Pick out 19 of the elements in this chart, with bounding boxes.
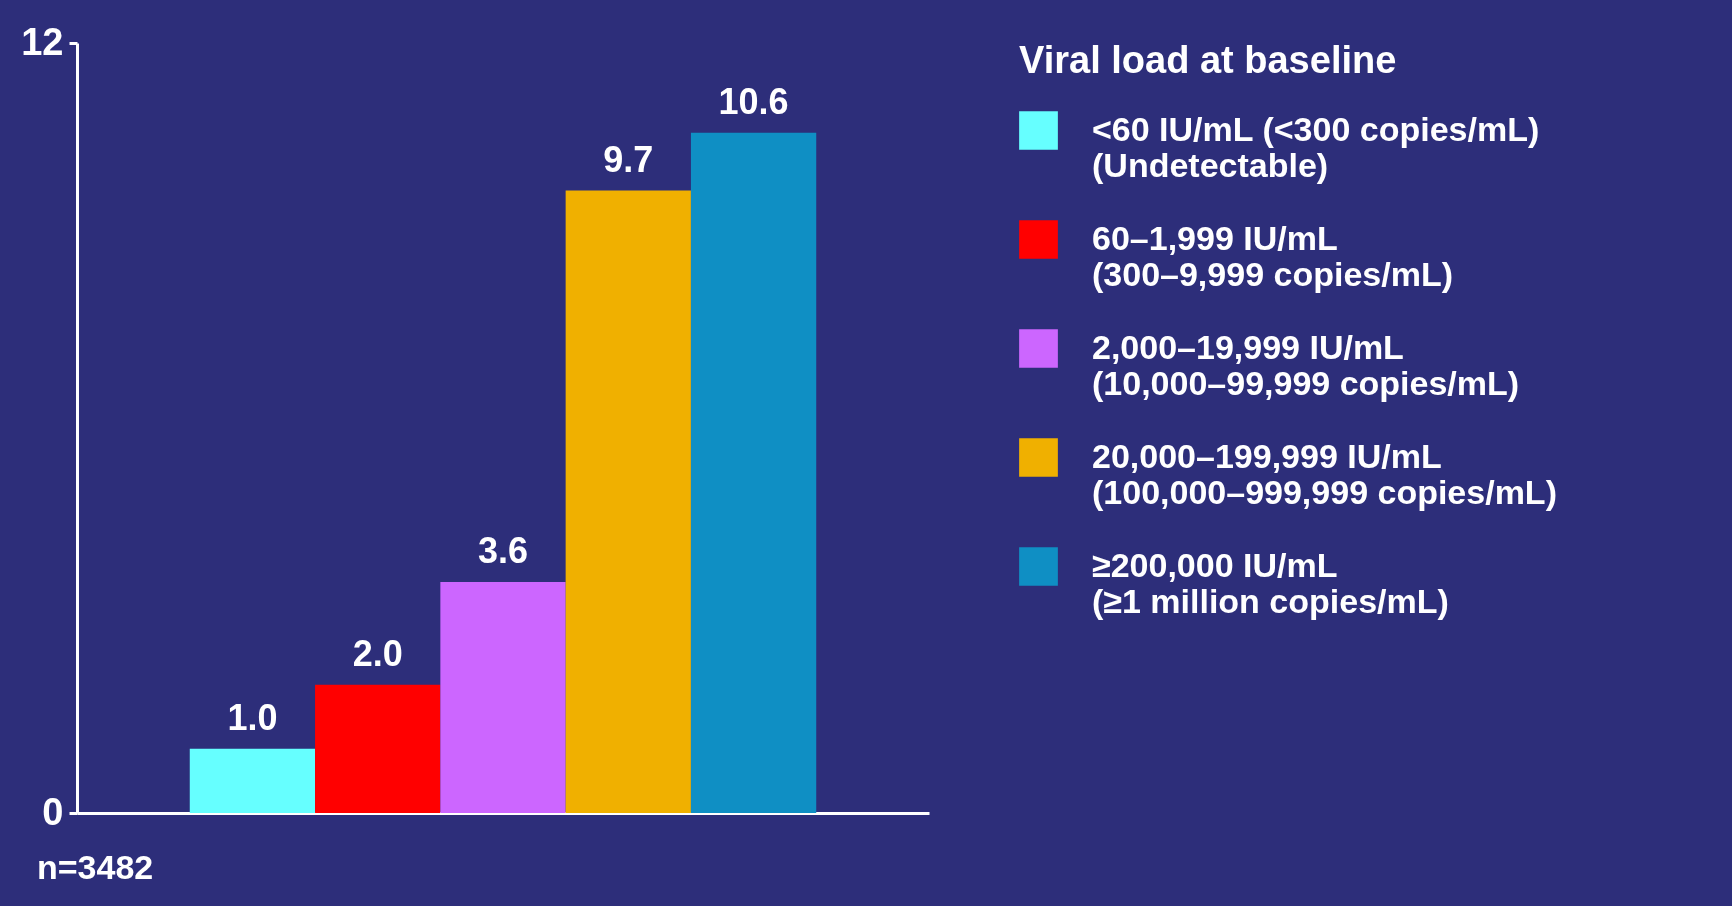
bar [189, 748, 316, 813]
bar [440, 582, 566, 813]
legend-label: 60–1,999 IU/mL (300–9,999 copies/mL) [1092, 218, 1453, 293]
data-label: 10.6 [718, 80, 789, 122]
bar [690, 132, 817, 813]
legend-label: ≥200,000 IU/mL (≥1 million copies/mL) [1092, 545, 1449, 620]
data-label: 3.6 [477, 530, 529, 571]
y-tick-label: 12 [21, 20, 64, 63]
legend-label: <60 IU/mL (<300 copies/mL) (Undetectable) [1092, 109, 1540, 184]
legend-label: 20,000–199,999 IU/mL (100,000–999,999 copies/mL) [1092, 436, 1557, 511]
y-tick-label: 0 [42, 790, 64, 833]
bar [315, 684, 441, 813]
data-label: 2.0 [352, 632, 403, 674]
text: n=3482 [37, 848, 154, 886]
data-label: 1.0 [227, 696, 278, 738]
bar [565, 190, 691, 813]
legend-label: 2,000–19,999 IU/mL (10,000–99,999 copies/mL) [1092, 327, 1520, 402]
legend-title: Viral load at baseline [1019, 39, 1397, 81]
data-label: 9.7 [603, 138, 654, 180]
